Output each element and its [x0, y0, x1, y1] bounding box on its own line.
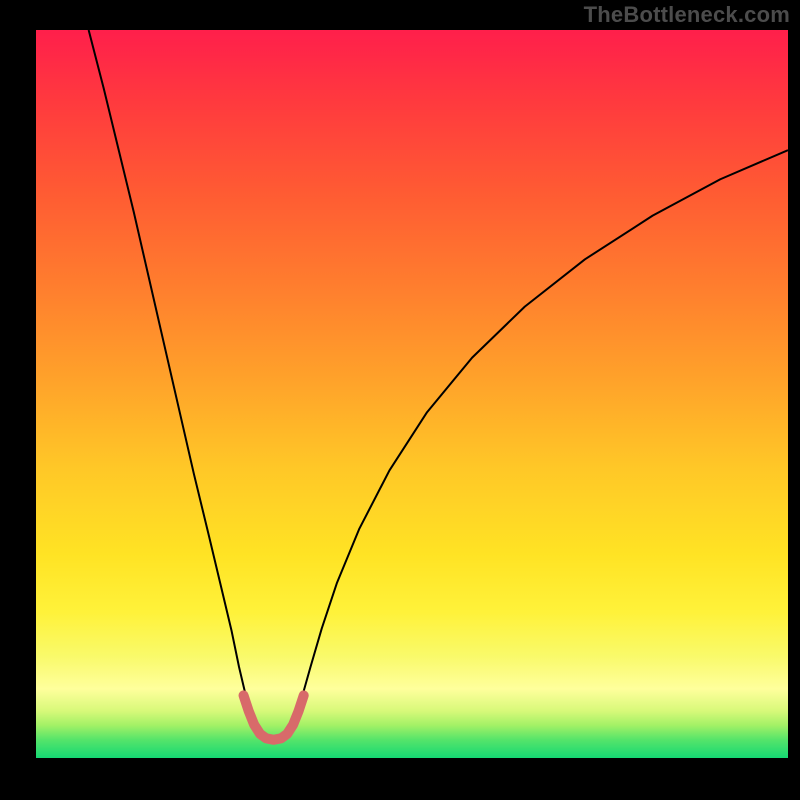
gradient-background — [36, 30, 788, 758]
chart-svg — [36, 30, 788, 758]
frame-left — [0, 0, 36, 800]
plot-area — [36, 30, 788, 758]
frame-bottom — [0, 758, 800, 800]
frame-right — [788, 0, 800, 800]
attribution-text: TheBottleneck.com — [584, 2, 790, 28]
